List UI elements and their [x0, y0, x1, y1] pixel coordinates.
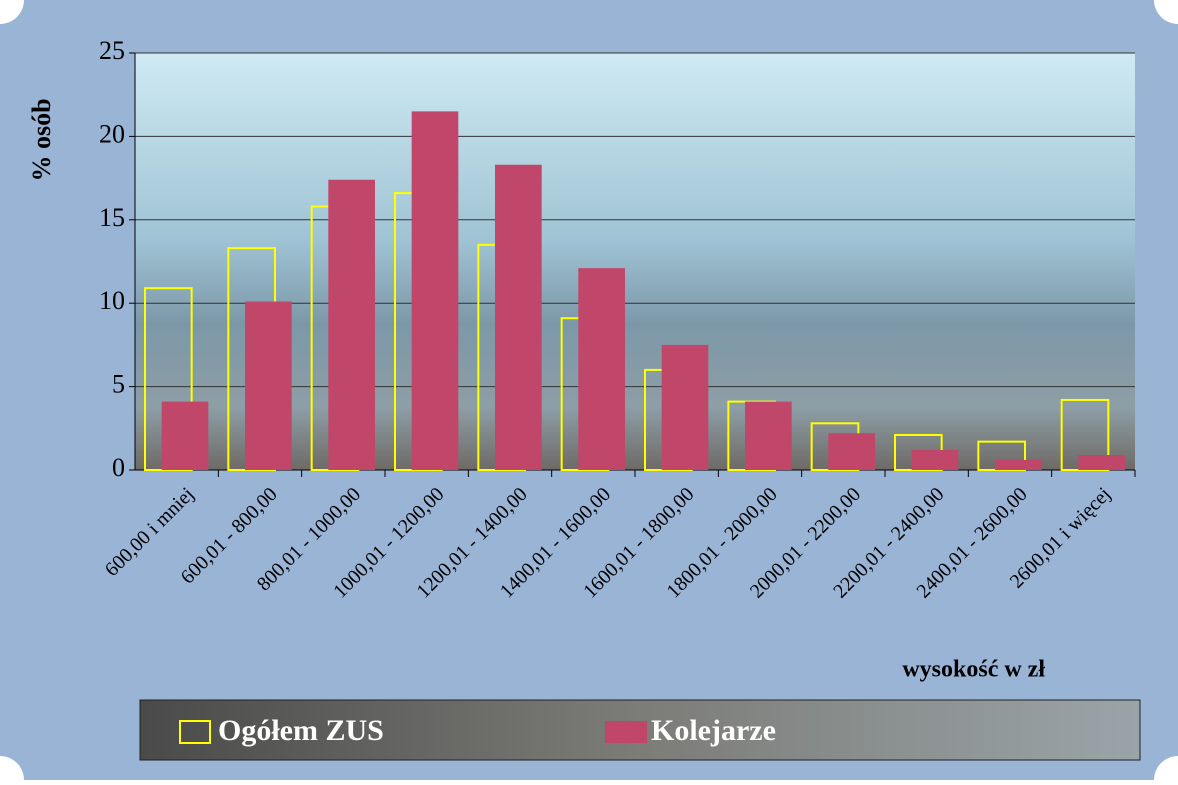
- legend-swatch: [179, 720, 211, 744]
- bar: [411, 111, 459, 470]
- plot-area: [135, 53, 1135, 470]
- bar: [245, 301, 292, 470]
- y-tick-label: 5: [112, 370, 125, 399]
- y-tick-label: 10: [99, 286, 125, 315]
- y-tick-label: 25: [99, 36, 125, 65]
- bar: [1078, 454, 1125, 470]
- bar: [911, 449, 959, 470]
- bar: [995, 459, 1042, 470]
- y-tick-label: 20: [99, 119, 125, 148]
- bar: [578, 268, 625, 470]
- bar: [495, 164, 542, 471]
- legend-label: Ogółem ZUS: [218, 714, 384, 747]
- x-axis-label: wysokość w zł: [902, 657, 1045, 683]
- y-tick-label: 15: [99, 203, 125, 232]
- bar: [828, 433, 875, 470]
- bar: [745, 401, 792, 470]
- legend-swatch: [605, 721, 647, 743]
- bar: [328, 179, 375, 470]
- legend-label: Kolejarze: [651, 714, 776, 747]
- y-axis-label: % osób: [27, 98, 56, 181]
- bar: [661, 344, 709, 470]
- y-tick-label: 0: [112, 453, 125, 482]
- bar: [161, 401, 209, 470]
